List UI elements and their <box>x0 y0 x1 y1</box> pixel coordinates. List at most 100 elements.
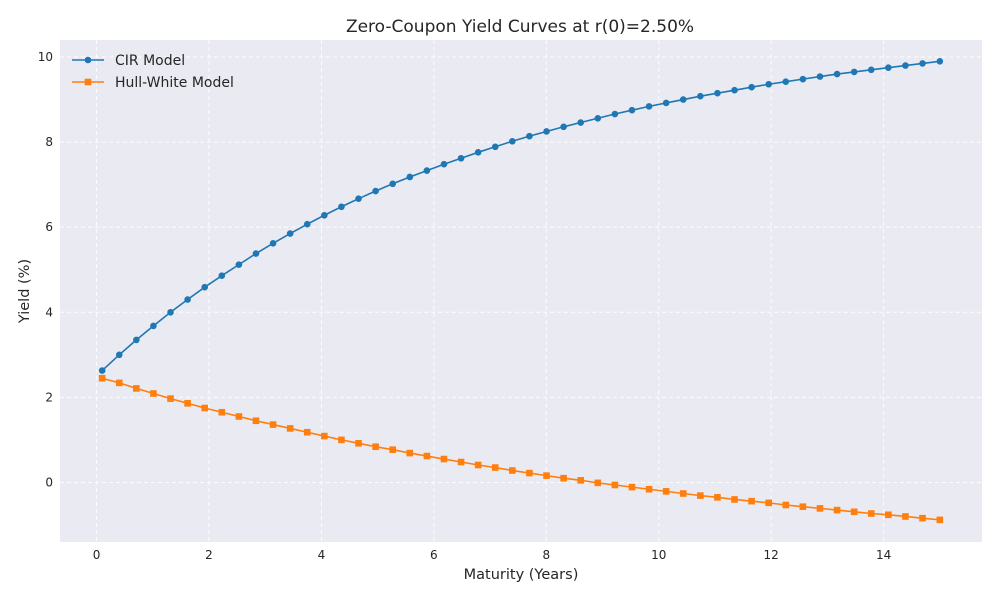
data-point <box>491 143 499 151</box>
data-point <box>338 436 345 444</box>
legend-item: Hull-White Model <box>72 75 234 91</box>
data-point <box>440 455 448 463</box>
y-tick-label: 2 <box>45 390 53 404</box>
data-point <box>850 508 858 516</box>
data-point <box>389 446 397 453</box>
data-point <box>406 449 414 457</box>
data-point <box>765 499 773 507</box>
data-point <box>150 322 157 330</box>
data-point <box>611 481 619 489</box>
data-point <box>577 477 585 484</box>
y-tick-label: 6 <box>45 220 53 234</box>
data-point <box>184 400 191 407</box>
data-point <box>628 483 636 491</box>
data-point <box>372 443 379 451</box>
data-point <box>577 119 585 126</box>
data-point <box>389 180 397 188</box>
data-point <box>440 160 448 168</box>
data-point <box>509 467 516 474</box>
data-point <box>697 492 704 499</box>
data-point <box>252 417 260 425</box>
data-point <box>543 128 550 135</box>
data-point <box>731 86 738 94</box>
data-point <box>509 137 516 145</box>
tick-labels: 0 2 4 6 8 10 12 14 0 2 4 6 8 10 <box>38 50 892 562</box>
data-point <box>799 75 807 83</box>
data-point <box>611 110 619 118</box>
data-point <box>491 464 499 471</box>
data-point <box>115 379 123 387</box>
data-point <box>782 78 790 85</box>
y-axis-label: Yield (%) <box>17 259 33 324</box>
data-point <box>662 488 670 495</box>
x-tick-label: 10 <box>651 548 666 562</box>
data-point <box>457 154 465 162</box>
data-point <box>269 421 277 428</box>
data-point <box>936 516 944 524</box>
data-point <box>201 283 209 291</box>
data-point <box>303 220 311 228</box>
data-point <box>269 240 277 247</box>
data-point <box>167 308 174 316</box>
data-point <box>133 336 140 344</box>
data-point <box>321 211 328 219</box>
data-point <box>560 474 567 482</box>
data-point <box>218 408 226 416</box>
x-tick-label: 2 <box>205 548 213 562</box>
x-tick-label: 14 <box>876 548 891 562</box>
data-point <box>457 458 465 466</box>
data-point <box>423 167 431 174</box>
data-point <box>902 513 909 520</box>
data-point <box>423 452 431 460</box>
data-point <box>885 511 892 519</box>
data-point <box>799 503 807 510</box>
data-point <box>474 461 482 469</box>
legend-marker <box>84 56 92 64</box>
data-point <box>201 404 209 412</box>
data-point <box>867 510 875 517</box>
data-point <box>645 103 653 110</box>
plot-area <box>60 40 982 542</box>
data-point <box>235 413 243 420</box>
series-layer <box>98 57 944 524</box>
legend-item: CIR Model <box>72 53 185 69</box>
data-point <box>355 195 362 202</box>
data-point <box>526 132 533 140</box>
data-point <box>286 230 294 237</box>
x-tick-label: 8 <box>542 548 550 562</box>
data-point <box>714 89 721 97</box>
legend: CIR Model Hull-White Model <box>72 53 234 91</box>
y-tick-label: 4 <box>45 305 53 319</box>
y-tick-label: 0 <box>45 475 53 489</box>
data-point <box>697 92 704 100</box>
data-point <box>150 390 157 397</box>
data-point <box>731 496 738 503</box>
data-point <box>372 187 379 195</box>
data-point <box>850 68 858 76</box>
data-point <box>748 83 755 91</box>
data-point <box>833 506 841 514</box>
data-point <box>679 490 687 497</box>
data-point <box>645 485 653 493</box>
data-point <box>218 272 226 279</box>
y-tick-label: 8 <box>45 135 53 149</box>
data-point <box>235 261 243 268</box>
data-point <box>748 497 755 505</box>
data-point <box>679 96 687 103</box>
x-tick-label: 6 <box>430 548 438 562</box>
data-point <box>321 432 328 440</box>
data-point <box>133 385 140 392</box>
data-point <box>115 351 123 359</box>
data-point <box>782 501 790 509</box>
data-point <box>474 149 482 156</box>
x-tick-label: 12 <box>764 548 779 562</box>
data-point <box>98 374 106 382</box>
data-point <box>885 64 892 71</box>
x-tick-label: 0 <box>93 548 101 562</box>
legend-marker <box>84 78 92 86</box>
data-point <box>765 80 773 88</box>
data-point <box>936 57 944 65</box>
data-point <box>286 425 294 432</box>
data-point <box>355 440 362 447</box>
x-tick-label: 4 <box>318 548 326 562</box>
